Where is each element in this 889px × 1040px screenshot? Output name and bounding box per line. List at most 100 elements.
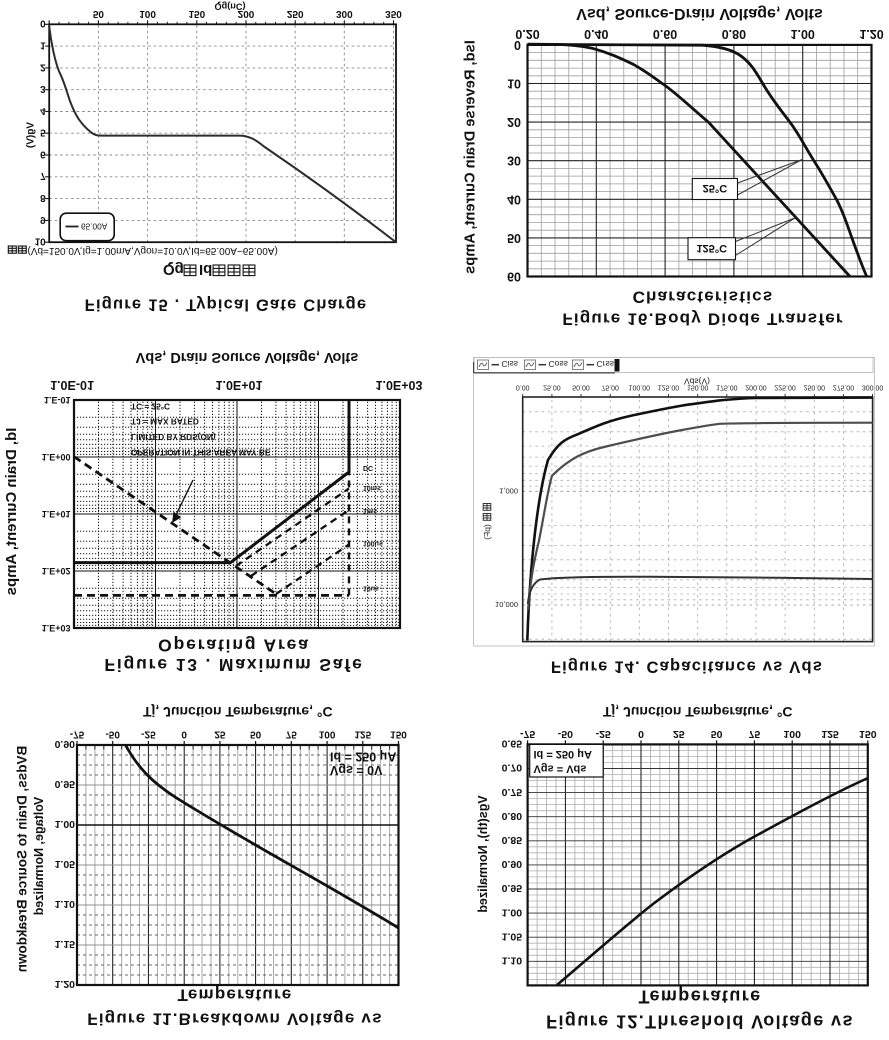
svg-text:1.20: 1.20 (859, 27, 883, 41)
svg-text:50: 50 (93, 8, 105, 19)
svg-text:(pF): (pF) (482, 524, 492, 540)
svg-text:TJ = MAX RATED: TJ = MAX RATED (131, 417, 199, 427)
svg-text:275.00: 275.00 (833, 384, 855, 391)
svg-text:1.00: 1.00 (791, 27, 815, 41)
svg-text:Id = 250 μA: Id = 250 μA (330, 750, 396, 764)
svg-text:Isd, Reverse Drain Current, Am: Isd, Reverse Drain Current, Amps (463, 40, 479, 274)
svg-text:1.00: 1.00 (502, 906, 523, 918)
svg-text:1.00: 1.00 (55, 818, 76, 830)
svg-text:Figure 13 . Maximum Safe: Figure 13 . Maximum Safe (104, 655, 363, 675)
svg-text:Temperature: Temperature (178, 986, 293, 1005)
svg-text:100.00: 100.00 (629, 384, 651, 391)
svg-text:150.00: 150.00 (687, 384, 709, 391)
svg-text:10us: 10us (363, 585, 379, 592)
svg-text:1.20: 1.20 (55, 978, 76, 990)
svg-text:0.85: 0.85 (502, 834, 523, 846)
svg-text:OPERATION IN THIS AREA MAY BE: OPERATION IN THIS AREA MAY BE (131, 447, 271, 457)
svg-text:Qg: Qg (163, 261, 184, 278)
svg-text:1: 1 (40, 40, 46, 51)
svg-text:0.60: 0.60 (653, 27, 677, 41)
svg-text:Figure 14. Capacitance vs Vds: Figure 14. Capacitance vs Vds (551, 658, 823, 676)
svg-text:Temperature: Temperature (638, 987, 761, 1007)
svg-text:-25: -25 (596, 728, 611, 740)
svg-text:75.00: 75.00 (601, 384, 619, 391)
svg-text:175.00: 175.00 (716, 384, 738, 391)
svg-text:Vgs = 0V: Vgs = 0V (330, 763, 383, 777)
svg-text:Figure 11.Breakdown Voltage vs: Figure 11.Breakdown Voltage vs (87, 1010, 383, 1029)
svg-text:200.00: 200.00 (745, 384, 767, 391)
svg-text:1.E+00: 1.E+00 (42, 452, 71, 462)
svg-text:50.00: 50.00 (572, 384, 590, 391)
svg-text:0.40: 0.40 (584, 27, 608, 41)
svg-text:0.70: 0.70 (502, 762, 523, 774)
svg-text:0: 0 (181, 729, 187, 740)
svg-text:5: 5 (40, 127, 46, 138)
svg-text:-25: -25 (141, 729, 156, 740)
svg-text:Vds, Drain Source Voltage, Vol: Vds, Drain Source Voltage, Volts (136, 349, 359, 365)
svg-text:Voltage, Normalized: Voltage, Normalized (32, 797, 46, 916)
svg-text:10: 10 (35, 236, 47, 247)
svg-text:LIMITED BY RDS(ON): LIMITED BY RDS(ON) (131, 432, 216, 442)
svg-text:Qg(nC): Qg(nC) (214, 2, 245, 12)
svg-text:150: 150 (859, 728, 877, 740)
svg-text:40: 40 (507, 192, 521, 206)
svg-text:Crss: Crss (597, 359, 614, 369)
svg-text:Vgs = Vds: Vgs = Vds (534, 763, 587, 775)
svg-text:50: 50 (711, 728, 723, 740)
svg-text:0.65: 0.65 (502, 738, 523, 750)
svg-text:1.E+03: 1.E+03 (42, 623, 71, 633)
svg-text:100: 100 (783, 728, 801, 740)
svg-text:(Vd=150.0V,Ig=1.00mA,Vgon=10.0: (Vd=150.0V,Ig=1.00mA,Vgon=10.0V,Id=65.00… (28, 245, 278, 256)
svg-text:0.95: 0.95 (502, 882, 523, 894)
svg-text:25: 25 (214, 729, 226, 740)
svg-text:Figure 12.Threshold Voltage vs: Figure 12.Threshold Voltage vs (546, 1012, 854, 1032)
svg-text:8: 8 (40, 192, 46, 203)
svg-text:Id: Id (199, 261, 212, 278)
svg-text:Figure 15 . Typical Gate Charg: Figure 15 . Typical Gate Charge (85, 296, 368, 314)
svg-text:50: 50 (507, 231, 521, 245)
svg-text:1.0E+03: 1.0E+03 (376, 378, 423, 392)
svg-text:150: 150 (188, 8, 205, 19)
svg-text:Vg(V): Vg(V) (25, 122, 36, 148)
svg-text:-50: -50 (558, 728, 573, 740)
svg-text:3: 3 (40, 83, 46, 94)
svg-text:100: 100 (319, 729, 336, 740)
svg-text:10,000: 10,000 (495, 600, 518, 609)
svg-text:300.00: 300.00 (862, 384, 884, 391)
svg-text:0.80: 0.80 (502, 810, 523, 822)
svg-text:225.00: 225.00 (774, 384, 796, 391)
svg-text:2: 2 (40, 61, 46, 72)
svg-text:Ciss: Ciss (502, 359, 519, 369)
svg-text:1.E-01: 1.E-01 (44, 395, 71, 405)
svg-text:Coss: Coss (549, 359, 568, 369)
svg-text:0: 0 (638, 728, 644, 740)
svg-text:10ms: 10ms (363, 484, 381, 491)
svg-text:50: 50 (250, 729, 262, 740)
svg-text:Operating Area: Operating Area (158, 636, 310, 656)
svg-text:0: 0 (40, 18, 46, 29)
svg-text:7: 7 (40, 170, 46, 181)
svg-text:0.20: 0.20 (515, 27, 539, 41)
svg-text:25: 25 (673, 728, 685, 740)
svg-text:Vgs(th), Normalized: Vgs(th), Normalized (476, 795, 490, 912)
svg-text:6: 6 (40, 148, 46, 159)
svg-text:125.00: 125.00 (658, 384, 680, 391)
svg-text:Characteristics: Characteristics (633, 288, 774, 307)
svg-text:300: 300 (336, 8, 353, 19)
svg-text:125: 125 (354, 729, 371, 740)
svg-text:10: 10 (507, 77, 521, 91)
svg-text:250: 250 (287, 8, 304, 19)
svg-text:20: 20 (507, 115, 521, 129)
svg-text:1.15: 1.15 (55, 938, 76, 950)
svg-text:0.90: 0.90 (55, 738, 76, 750)
svg-text:25.00: 25.00 (543, 384, 561, 391)
svg-text:100: 100 (139, 8, 156, 19)
svg-text:0: 0 (514, 38, 521, 52)
svg-text:1ms: 1ms (363, 507, 377, 514)
svg-text:Tj, Junction Temperature, °C: Tj, Junction Temperature, °C (603, 704, 793, 720)
svg-text:-50: -50 (105, 729, 120, 740)
svg-text:4: 4 (40, 105, 46, 116)
svg-text:150: 150 (390, 729, 407, 740)
svg-text:Id, Drain Current, Amps: Id, Drain Current, Amps (3, 428, 20, 596)
svg-text:Vsd, Source-Drain Voltage, Vol: Vsd, Source-Drain Voltage, Volts (576, 5, 823, 22)
